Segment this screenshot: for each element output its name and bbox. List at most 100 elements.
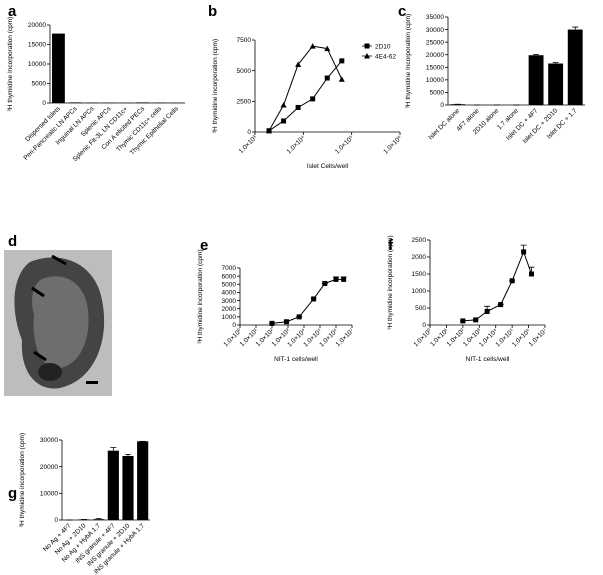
y-tick-label: 6000 [222, 273, 237, 280]
y-tick-label: 7500 [237, 37, 252, 44]
panel-label: a [8, 3, 17, 20]
marker [309, 43, 316, 49]
y-tick-label: 20000 [28, 22, 46, 29]
bar [528, 55, 544, 105]
x-tick-label: 1.0×10⁵ [334, 134, 355, 155]
marker [460, 318, 466, 324]
marker [339, 58, 345, 64]
marker [280, 102, 287, 108]
marker [333, 276, 339, 282]
panel-label: f [388, 237, 394, 254]
error-bar [533, 54, 540, 56]
bar [137, 441, 149, 520]
arrows [31, 254, 67, 362]
series-line [462, 250, 532, 322]
legend-label: 2D10 [375, 43, 391, 50]
bar [548, 63, 564, 105]
y-tick-label: 30000 [40, 437, 58, 444]
bar [68, 102, 82, 103]
y-tick-label: 15000 [28, 42, 46, 49]
marker [341, 276, 347, 282]
y-tick-label: 10000 [28, 61, 46, 68]
series-line [268, 45, 343, 132]
y-tick-label: 4000 [222, 290, 237, 297]
legend-marker [364, 53, 370, 59]
x-tick-label: 1.0×10⁴ [286, 134, 307, 155]
y-tick-label: 5000 [237, 68, 252, 75]
y-tick-label: 0 [440, 102, 444, 109]
y-tick-label: 2500 [237, 99, 252, 106]
marker [509, 278, 515, 284]
y-tick-label: 20000 [40, 464, 58, 471]
x-tick-label: 1.0×10⁶ [382, 134, 403, 155]
marker [498, 302, 504, 308]
bar [107, 450, 119, 520]
bar [93, 519, 105, 520]
scale-bar [86, 381, 98, 384]
y-tick-label: 3000 [222, 298, 237, 305]
legend-marker [364, 43, 370, 49]
marker [266, 127, 273, 134]
y-tick-label: 25000 [426, 39, 444, 46]
marker [269, 320, 275, 326]
y-tick-label: 5000 [430, 90, 445, 97]
organelle [38, 363, 62, 381]
marker [311, 296, 317, 302]
bar [136, 102, 150, 103]
y-axis-title: ³H thymidine incorporation (cpm) [212, 39, 219, 133]
marker [283, 319, 289, 325]
y-tick-label: 30000 [426, 27, 444, 34]
y-tick-label: 5000 [32, 81, 47, 88]
x-axis-title: NIT-1 cells/well [274, 356, 318, 363]
marker [295, 104, 301, 110]
x-tick-label: 1.0×10³ [238, 134, 259, 155]
y-axis-title: ³H thymidine incorporation (cpm) [197, 249, 204, 343]
y-axis-title: ³H thymidine incorporation (cpm) [19, 433, 26, 527]
bar [122, 456, 134, 520]
y-tick-label: 1000 [222, 314, 237, 321]
y-tick-label: 0 [422, 322, 426, 329]
x-tick-label: Islet DC alone [427, 107, 461, 141]
marker [295, 61, 302, 68]
panel-label: g [8, 485, 17, 502]
error-bar [125, 454, 131, 456]
error-bar [110, 447, 117, 451]
marker [324, 45, 331, 52]
marker [324, 75, 330, 81]
x-tick-label: Islet DC + 2D10 [522, 107, 560, 145]
y-tick-label: 0 [247, 129, 251, 136]
y-axis-title: ³H thymidine Incorporation (cpm) [7, 17, 14, 112]
x-tick-label: 1.0×10⁷ [335, 327, 356, 348]
y-tick-label: 5000 [222, 281, 237, 288]
micrograph: d [4, 233, 112, 396]
y-tick-label: 0 [42, 100, 46, 107]
marker [310, 96, 316, 102]
x-tick-label: 1.0×10⁷ [528, 327, 549, 348]
y-axis-title: ³H thymidine Incorporation (cpm) [405, 14, 412, 109]
marker [473, 317, 479, 323]
y-tick-label: 0 [232, 322, 236, 329]
marker [521, 249, 527, 255]
y-tick-label: 10000 [40, 491, 58, 498]
marker [338, 76, 345, 82]
y-tick-label: 20000 [426, 52, 444, 59]
y-tick-label: 1500 [412, 271, 427, 278]
y-tick-label: 2000 [412, 254, 427, 261]
series-line [268, 60, 343, 132]
bar [52, 33, 65, 103]
y-tick-label: 500 [415, 305, 426, 312]
marker [484, 308, 490, 314]
nucleus [32, 276, 89, 369]
x-axis-title: NIT-1 cells/well [466, 356, 510, 363]
legend-label: 4E4-62 [375, 53, 396, 60]
y-tick-label: 10000 [426, 77, 444, 84]
y-tick-label: 35000 [426, 14, 444, 21]
panel-label: e [200, 237, 208, 254]
error-bar [95, 518, 102, 520]
marker [281, 118, 287, 124]
marker [322, 280, 328, 286]
y-tick-label: 15000 [426, 64, 444, 71]
bar [567, 29, 583, 106]
y-tick-label: 0 [54, 517, 58, 524]
